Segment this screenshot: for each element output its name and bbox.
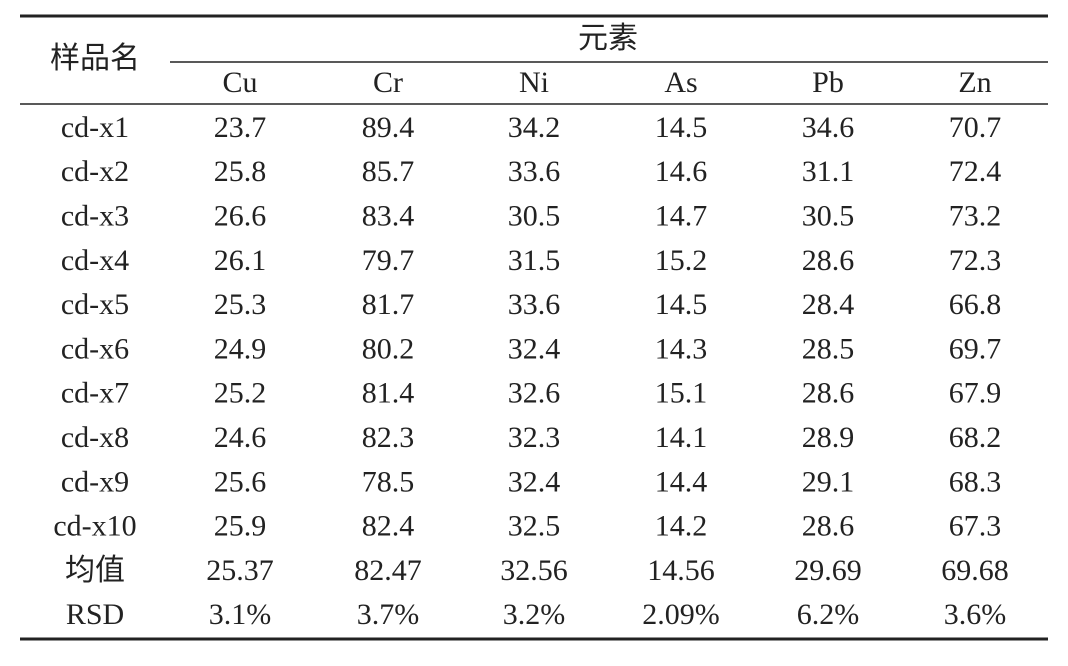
row-label: cd-x9 [61,465,129,498]
cell: 24.6 [214,421,267,454]
cell: 2.09% [642,598,720,631]
cell: 30.5 [802,199,855,232]
row-label: cd-x2 [61,155,129,188]
sample-header: 样品名 [50,42,140,75]
cell: 34.2 [508,111,561,144]
row-label: cd-x4 [61,244,129,277]
column-header: Pb [812,66,844,99]
row-label: cd-x1 [61,111,129,144]
row-label: cd-x5 [61,288,129,321]
cell: 32.6 [508,377,561,410]
column-header: As [664,66,697,99]
cell: 3.7% [357,598,420,631]
cell: 85.7 [362,155,415,188]
cell: 28.5 [802,332,855,365]
cell: 14.2 [655,510,708,543]
cell: 29.1 [802,465,855,498]
group-header: 元素 [578,22,638,55]
cell: 70.7 [949,111,1002,144]
cell: 33.6 [508,155,561,188]
cell: 89.4 [362,111,415,144]
column-header: Ni [519,66,549,99]
row-label: RSD [66,598,124,631]
cell: 73.2 [949,199,1002,232]
cell: 66.8 [949,288,1002,321]
cell: 69.7 [949,332,1002,365]
cell: 28.6 [802,244,855,277]
cell: 31.1 [802,155,855,188]
cell: 79.7 [362,244,415,277]
cell: 25.8 [214,155,267,188]
cell: 14.7 [655,199,708,232]
cell: 32.3 [508,421,561,454]
row-label: cd-x3 [61,199,129,232]
cell: 72.4 [949,155,1002,188]
cell: 24.9 [214,332,267,365]
cell: 15.1 [655,377,708,410]
cell: 14.3 [655,332,708,365]
cell: 3.1% [209,598,272,631]
cell: 81.7 [362,288,415,321]
cell: 34.6 [802,111,855,144]
cell: 28.4 [802,288,855,321]
cell: 72.3 [949,244,1002,277]
cell: 32.4 [508,465,561,498]
cell: 32.5 [508,510,561,543]
cell: 26.6 [214,199,267,232]
row-label: cd-x10 [53,510,136,543]
column-header: Cr [373,66,403,99]
cell: 80.2 [362,332,415,365]
cell: 14.5 [655,111,708,144]
cell: 14.1 [655,421,708,454]
column-header: Zn [958,66,991,99]
cell: 23.7 [214,111,267,144]
row-label: cd-x6 [61,332,129,365]
cell: 25.6 [214,465,267,498]
cell: 81.4 [362,377,415,410]
cell: 32.56 [500,554,568,587]
cell: 25.37 [206,554,274,587]
row-label: cd-x7 [61,377,129,410]
cell: 28.6 [802,377,855,410]
row-label: 均值 [65,554,125,587]
cell: 82.47 [354,554,422,587]
cell: 25.2 [214,377,267,410]
cell: 30.5 [508,199,561,232]
cell: 6.2% [797,598,860,631]
cell: 82.3 [362,421,415,454]
cell: 14.6 [655,155,708,188]
cell: 25.3 [214,288,267,321]
column-header: Cu [222,66,257,99]
row-label: cd-x8 [61,421,129,454]
cell: 32.4 [508,332,561,365]
cell: 3.6% [944,598,1007,631]
cell: 69.68 [941,554,1009,587]
cell: 29.69 [794,554,862,587]
cell: 14.4 [655,465,708,498]
cell: 28.6 [802,510,855,543]
cell: 25.9 [214,510,267,543]
cell: 68.2 [949,421,1002,454]
cell: 3.2% [503,598,566,631]
cell: 14.5 [655,288,708,321]
cell: 68.3 [949,465,1002,498]
cell: 28.9 [802,421,855,454]
cell: 67.3 [949,510,1002,543]
cell: 78.5 [362,465,415,498]
cell: 14.56 [647,554,715,587]
cell: 82.4 [362,510,415,543]
cell: 15.2 [655,244,708,277]
cell: 26.1 [214,244,267,277]
cell: 31.5 [508,244,561,277]
cell: 83.4 [362,199,415,232]
cell: 33.6 [508,288,561,321]
cell: 67.9 [949,377,1002,410]
